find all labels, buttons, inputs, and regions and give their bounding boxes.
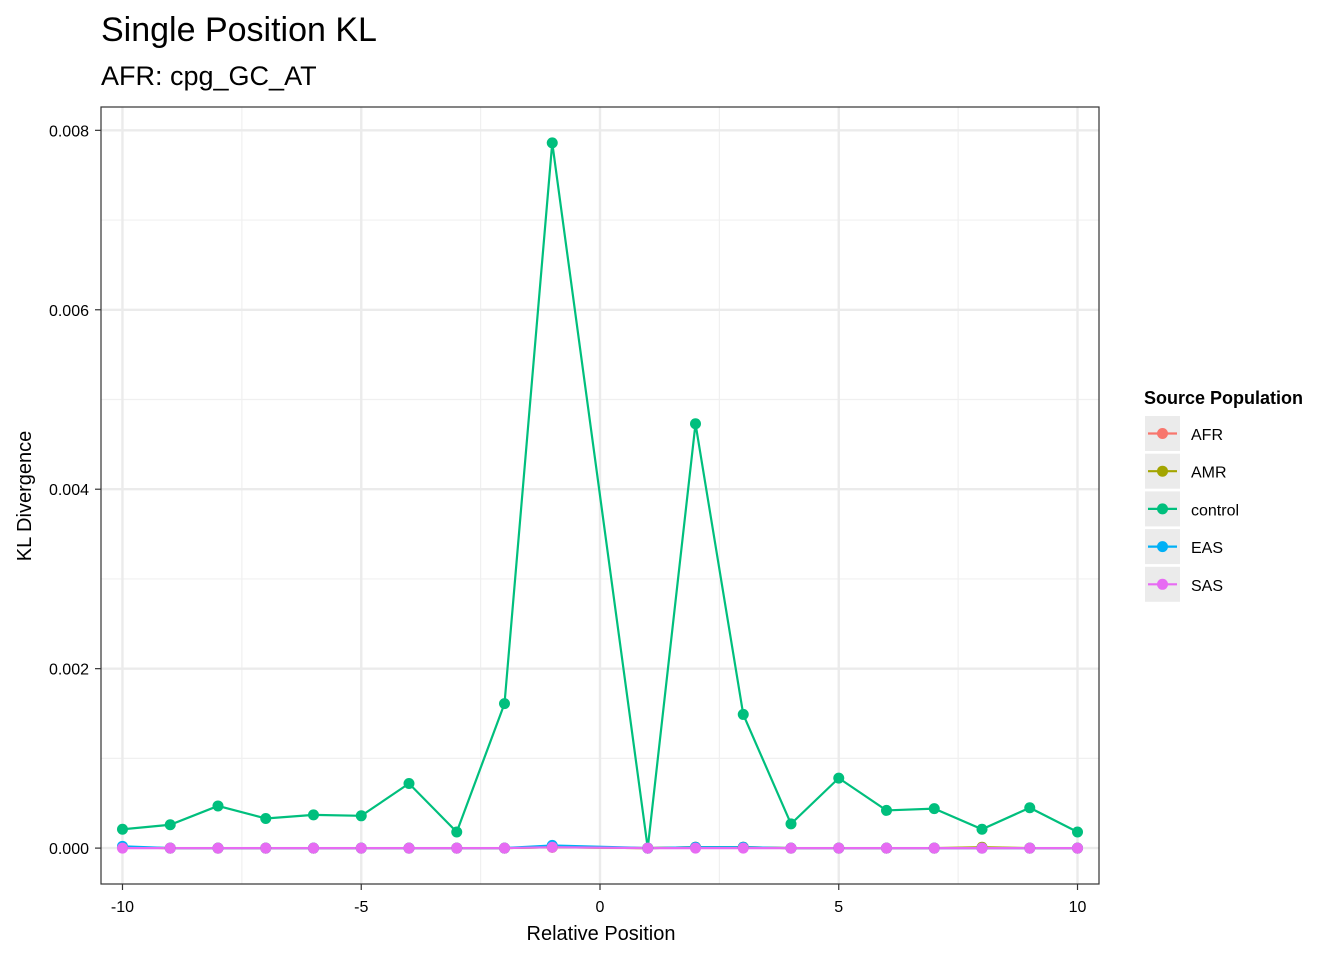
- data-point-control: [403, 778, 415, 790]
- data-point-control: [1024, 802, 1036, 814]
- data-point-SAS: [164, 842, 176, 854]
- data-point-SAS: [1072, 842, 1084, 854]
- data-point-SAS: [928, 842, 940, 854]
- x-axis: -10 -5 0 5 10: [111, 884, 1087, 916]
- y-tick-label: 0.008: [49, 123, 89, 140]
- series-line-control: [122, 142, 1079, 849]
- data-point-SAS: [307, 842, 319, 854]
- data-point-control: [976, 823, 988, 835]
- data-point-control: [690, 418, 702, 430]
- legend-key-point: [1157, 503, 1168, 515]
- x-tick-label: -5: [354, 899, 368, 916]
- data-point-SAS: [355, 842, 367, 854]
- data-point-SAS: [833, 842, 845, 854]
- data-point-control: [116, 823, 128, 835]
- data-point-SAS: [642, 842, 654, 854]
- legend: Source Population AFR AMR control EAS SAS: [1144, 388, 1303, 602]
- y-axis: 0.000 0.002 0.004 0.006 0.008: [49, 123, 101, 858]
- data-point-SAS: [546, 841, 558, 853]
- legend-key-point: [1157, 541, 1168, 553]
- x-tick-label: 0: [596, 899, 605, 916]
- legend-label-SAS: SAS: [1191, 578, 1223, 595]
- data-point-SAS: [403, 842, 415, 854]
- legend-key-point: [1157, 578, 1168, 590]
- y-axis-title: KL Divergence: [14, 431, 36, 561]
- x-tick-label: -10: [111, 899, 134, 916]
- y-tick-label: 0.000: [49, 841, 89, 858]
- data-point-control: [212, 800, 224, 812]
- data-point-control: [785, 818, 797, 830]
- data-point-SAS: [976, 842, 988, 854]
- data-point-control: [307, 809, 319, 821]
- data-point-control: [546, 137, 558, 149]
- chart-subtitle: AFR: cpg_GC_AT: [101, 61, 317, 91]
- data-point-SAS: [881, 842, 893, 854]
- data-point-control: [928, 803, 940, 815]
- legend-label-AMR: AMR: [1191, 465, 1227, 482]
- data-point-control: [498, 698, 510, 710]
- data-point-SAS: [260, 842, 272, 854]
- legend-key-point: [1157, 428, 1168, 439]
- legend-title: Source Population: [1144, 388, 1303, 408]
- y-tick-label: 0.006: [49, 303, 89, 320]
- data-point-control: [737, 708, 749, 720]
- data-point-SAS: [785, 842, 797, 854]
- data-point-control: [833, 772, 845, 784]
- legend-label-control: control: [1191, 502, 1239, 519]
- data-point-SAS: [498, 842, 510, 854]
- legend-label-EAS: EAS: [1191, 540, 1223, 557]
- y-tick-label: 0.004: [49, 482, 89, 499]
- data-point-SAS: [1024, 842, 1036, 854]
- x-tick-label: 10: [1069, 899, 1087, 916]
- data-point-SAS: [690, 842, 702, 854]
- data-point-SAS: [737, 842, 749, 854]
- legend-label-AFR: AFR: [1191, 427, 1223, 444]
- data-point-control: [451, 826, 463, 838]
- chart-title: Single Position KL: [101, 11, 377, 49]
- x-axis-title: Relative Position: [527, 923, 676, 945]
- y-tick-label: 0.002: [49, 662, 89, 679]
- data-point-control: [355, 810, 367, 822]
- data-point-control: [164, 819, 176, 831]
- data-point-SAS: [212, 842, 224, 854]
- data-point-control: [881, 804, 893, 816]
- data-point-SAS: [116, 842, 128, 854]
- plot-panel: [100, 106, 1100, 885]
- legend-key-point: [1157, 465, 1168, 477]
- data-point-control: [260, 813, 272, 825]
- series-line-SAS: [122, 846, 1078, 850]
- data-point-control: [1072, 826, 1084, 838]
- x-tick-label: 5: [834, 899, 843, 916]
- data-point-SAS: [451, 842, 463, 854]
